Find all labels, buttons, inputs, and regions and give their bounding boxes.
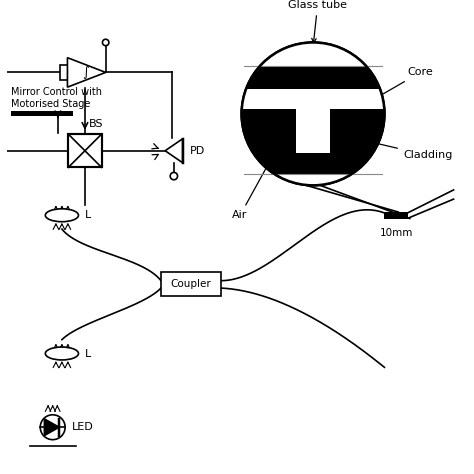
Text: BS: BS: [89, 118, 103, 128]
Text: PD: PD: [190, 146, 205, 156]
Circle shape: [170, 173, 178, 180]
Text: Glass tube: Glass tube: [288, 0, 347, 43]
Bar: [68, 134, 101, 167]
Text: L: L: [85, 210, 91, 220]
Polygon shape: [67, 58, 106, 87]
Text: Air: Air: [232, 145, 279, 220]
Bar: [11, 111, 73, 116]
Text: $\int$: $\int$: [82, 64, 90, 81]
Bar: [235, 89, 392, 109]
Circle shape: [40, 415, 65, 440]
Text: Mirror Control with
Motorised Stage: Mirror Control with Motorised Stage: [11, 87, 102, 109]
Bar: [235, 65, 392, 89]
Ellipse shape: [46, 209, 79, 222]
Bar: [384, 211, 409, 219]
Bar: [296, 109, 329, 153]
Circle shape: [102, 39, 109, 46]
Bar: [235, 109, 392, 132]
Text: L: L: [85, 348, 91, 358]
Bar: [235, 43, 392, 65]
Polygon shape: [165, 139, 182, 163]
Bar: [235, 174, 392, 185]
Ellipse shape: [46, 347, 79, 360]
Text: 10mm: 10mm: [380, 228, 413, 238]
Polygon shape: [45, 419, 59, 436]
Bar: [235, 132, 392, 153]
Text: LED: LED: [72, 422, 94, 432]
Text: Coupler: Coupler: [171, 279, 211, 290]
Circle shape: [242, 43, 384, 185]
Bar: [235, 153, 392, 174]
Text: Cladding: Cladding: [363, 139, 452, 160]
Bar: [161, 273, 221, 296]
Bar: [329, 109, 384, 153]
Bar: [60, 65, 68, 80]
Bar: [242, 109, 296, 153]
Text: Core: Core: [328, 67, 433, 126]
